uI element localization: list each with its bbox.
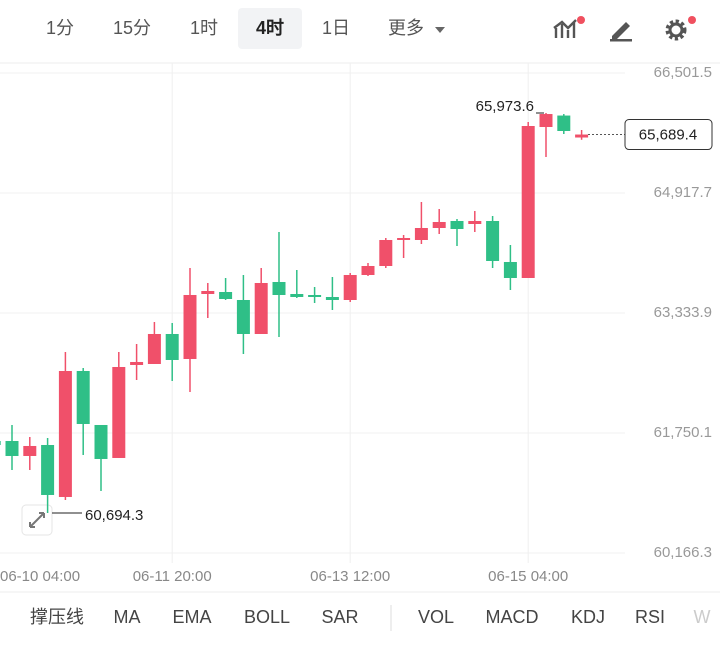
indicator[interactable]: W [694,607,711,627]
indicator[interactable]: EMA [172,607,211,627]
tab[interactable]: 1分 [46,18,74,38]
candle-body [272,281,286,295]
tab[interactable]: 4时 [256,18,284,38]
tab[interactable]: 1日 [322,18,350,38]
y-tick-label: 64,917.7 [654,184,712,201]
candle-body [76,370,90,424]
indicator[interactable]: SAR [321,607,358,627]
expand-button[interactable] [21,504,53,536]
indicator[interactable]: BOLL [244,607,290,627]
candle-body [432,221,446,228]
candle-body [41,444,55,495]
x-tick-label: 06-10 04:00 [0,568,80,585]
dropdown-arrow[interactable] [435,27,445,33]
indicator[interactable]: RSI [635,607,665,627]
candle-body [397,237,411,240]
candle-body [325,296,339,300]
candle-body [0,440,1,445]
selected-tab-bg [238,8,302,49]
candle-body [486,220,500,261]
last-price-label: 65,689.4 [639,127,697,144]
y-tick-label: 66,501.5 [654,64,712,81]
candle-body [254,282,268,334]
indicator[interactable]: KDJ [571,607,605,627]
candle-body [290,293,304,297]
y-tick-label: 63,333.9 [654,304,712,321]
candle-body [130,361,144,365]
x-tick-label: 06-11 20:00 [133,568,212,585]
candle-body [414,227,428,240]
draw-icon[interactable] [610,22,632,42]
high-marker-label: 65,973.6 [476,98,534,115]
indicator[interactable]: MACD [486,607,539,627]
last-price-box [624,119,713,151]
candle-body [379,239,393,266]
low-marker-label: 60,694.3 [85,507,143,524]
tab[interactable]: 更多 [388,18,424,38]
chart-type-icon[interactable] [553,16,585,38]
candle-body [219,291,233,299]
candle-body [557,115,571,132]
candle-body [183,294,197,359]
candle-body [343,274,357,300]
candle-body [575,134,589,138]
indicator[interactable]: MA [114,607,141,627]
x-tick-label: 06-13 12:00 [310,568,390,585]
indicator[interactable]: VOL [418,607,454,627]
indicator[interactable]: 撑压线 [30,607,84,627]
candle-body [539,114,553,128]
candle-body [361,265,375,275]
candle-body [112,366,126,458]
candle-body [58,370,72,497]
y-tick-label: 60,166.3 [654,544,712,561]
candle-body [521,126,535,278]
candle-body [23,445,37,456]
candle-body [5,440,19,456]
tab[interactable]: 15分 [113,18,151,38]
y-tick-label: 61,750.1 [654,424,712,441]
candle-body [94,424,108,459]
candle-body [468,220,482,224]
x-tick-label: 06-15 04:00 [488,568,568,585]
tab[interactable]: 1时 [190,18,218,38]
candle-body [308,294,322,297]
candle-body [236,299,250,334]
settings-icon[interactable] [665,16,696,41]
candle-body [165,333,179,360]
candle-body [201,290,215,294]
candle-body [503,261,517,278]
candle-body [147,333,161,364]
candle-body [450,220,464,229]
